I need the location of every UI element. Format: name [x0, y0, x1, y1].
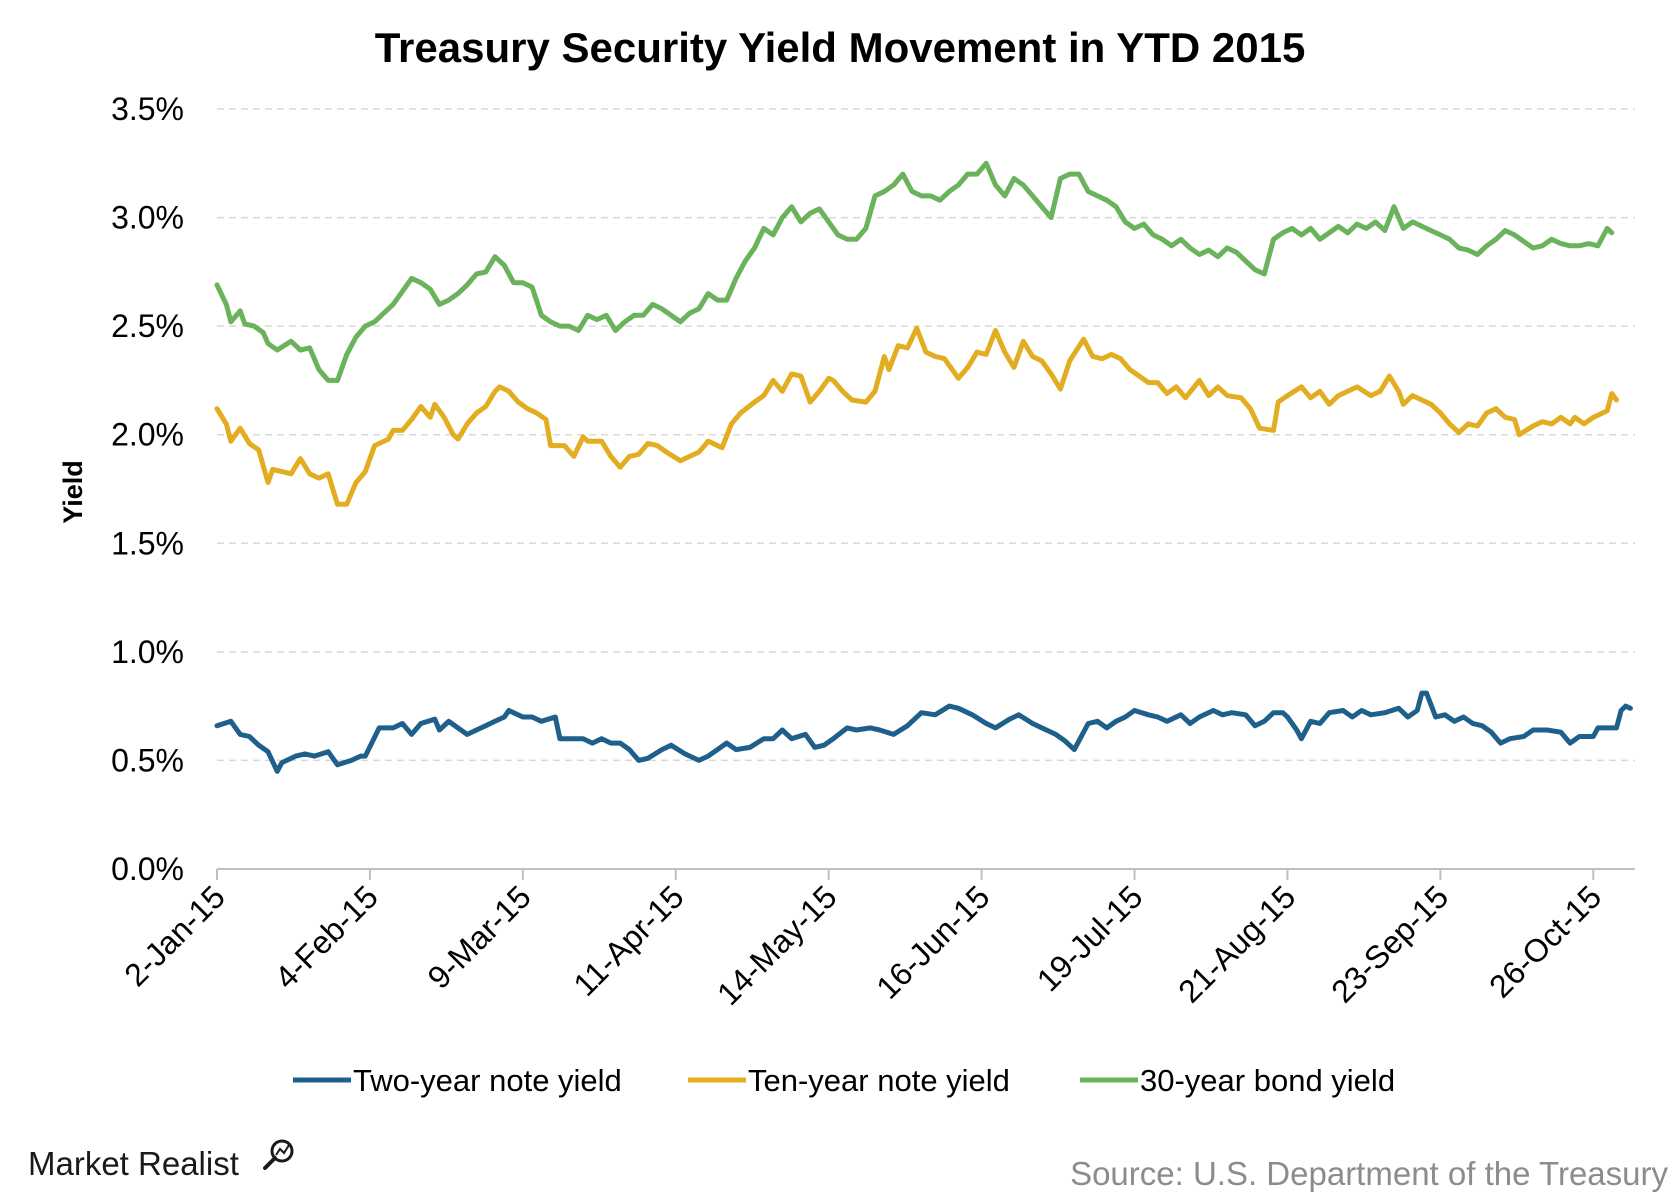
y-tick-label: 1.0%	[111, 634, 184, 670]
series-lines	[214, 160, 1633, 774]
x-tick-label: 9-Mar-15	[421, 878, 538, 995]
x-tick-label: 19-Jul-15	[1030, 878, 1150, 998]
x-tick-label: 26-Oct-15	[1482, 878, 1608, 1004]
y-tick-label: 0.5%	[111, 742, 184, 778]
x-axis: 2-Jan-15 4-Feb-15 9-Mar-15 11-Apr-15 14-May-…	[117, 868, 1635, 1012]
source-note: Source: U.S. Department of the Treasury	[1070, 1155, 1668, 1192]
legend-label-0: Two-year note yield	[353, 1063, 622, 1098]
x-tick-label: 16-Jun-15	[869, 878, 996, 1005]
y-tick-label: 3.0%	[111, 200, 184, 236]
x-tick-label: 23-Sep-15	[1324, 878, 1455, 1009]
x-tick-label: 11-Apr-15	[566, 878, 690, 1002]
x-tick-label: 4-Feb-15	[268, 878, 385, 995]
series-line-0	[214, 690, 1633, 774]
brand-logo: Market Realist	[28, 1139, 294, 1182]
x-tick-label: 2-Jan-15	[117, 878, 232, 993]
x-tick-label: 21-Aug-15	[1171, 878, 1302, 1009]
chart-title: Treasury Security Yield Movement in YTD …	[375, 24, 1306, 71]
series-line-1	[214, 325, 1619, 507]
y-tick-label: 3.5%	[111, 91, 184, 127]
legend-label-2: 30-year bond yield	[1140, 1063, 1395, 1098]
legend-label-1: Ten-year note yield	[748, 1063, 1010, 1098]
y-tick-label: 2.0%	[111, 417, 184, 453]
y-tick-label: 2.5%	[111, 308, 184, 344]
x-tick-label: 14-May-15	[710, 878, 844, 1012]
legend: Two-year note yield Ten-year note yield 30…	[293, 1063, 1395, 1098]
magnifier-chart-icon	[263, 1139, 294, 1170]
y-tick-label: 0.0%	[111, 851, 184, 887]
series-line-2	[214, 160, 1615, 383]
y-axis-label: Yield	[58, 460, 88, 524]
y-axis-ticks: 0.0% 0.5% 1.0% 1.5% 2.0% 2.5% 3.0% 3.5%	[111, 91, 184, 887]
y-tick-label: 1.5%	[111, 525, 184, 561]
gridlines	[217, 108, 1635, 762]
brand-text: Market Realist	[28, 1145, 239, 1182]
